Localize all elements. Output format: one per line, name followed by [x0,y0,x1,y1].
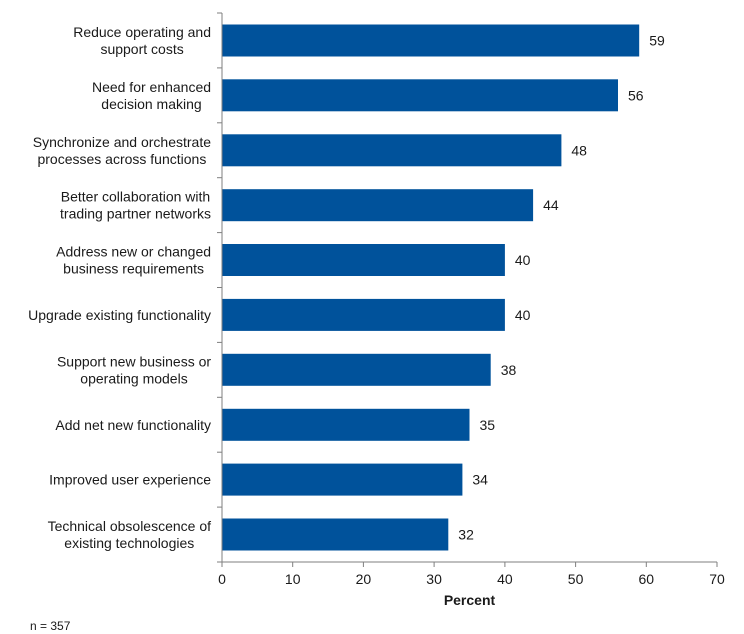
value-label: 44 [543,197,559,213]
value-label: 35 [480,417,496,433]
category-label: Synchronize and orchestrate processes acr… [33,134,211,167]
bar [222,463,463,496]
value-label: 32 [458,527,474,543]
bar [222,79,618,112]
bar [222,408,470,441]
bar [222,244,505,276]
value-label: 40 [515,252,531,268]
x-tick-label: 0 [218,571,226,587]
value-label: 59 [649,33,665,49]
value-label: 34 [472,472,488,488]
category-label: Better collaboration with trading partner… [60,189,211,222]
bar [222,134,562,167]
value-label: 38 [501,362,517,378]
bar [222,189,534,222]
x-tick-label: 40 [497,571,513,587]
x-tick-label: 60 [639,571,655,587]
sample-size-note: n = 357 [30,619,71,633]
category-label: Support new business or operating models [57,353,211,386]
bar [222,353,491,386]
category-label: Upgrade existing functionality [28,307,211,323]
category-label: Improved user experience [49,472,211,488]
x-tick-label: 20 [356,571,372,587]
x-tick-label: 50 [568,571,584,587]
category-label: Address new or changed business requireme… [56,244,211,277]
x-tick-label: 70 [709,571,725,587]
category-label: Need for enhanced decision making [92,79,211,112]
x-axis-title: Percent [444,592,496,608]
x-tick-label: 10 [285,571,301,587]
category-label: Technical obsolescence of existing techno… [48,518,212,551]
x-tick-label: 30 [426,571,442,587]
bar [222,298,505,331]
bar [222,24,640,57]
value-label: 40 [515,307,531,323]
value-label: 48 [571,142,587,158]
value-label: 56 [628,87,644,103]
category-label: Reduce operating and support costs [73,24,211,57]
bar [222,518,449,551]
category-label: Add net new functionality [55,417,211,433]
